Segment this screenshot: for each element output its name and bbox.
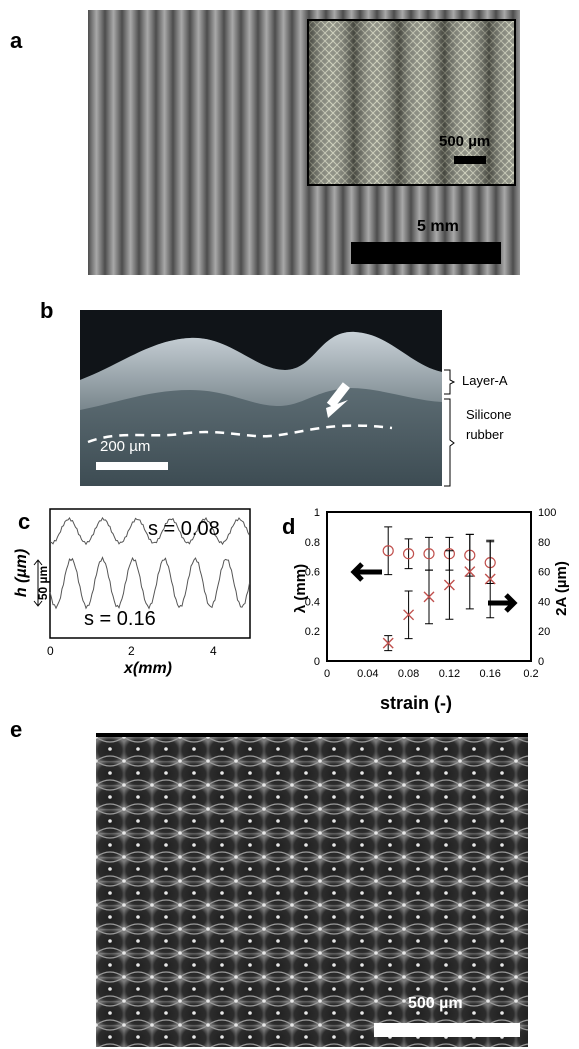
panel-label-e: e xyxy=(10,717,23,742)
inset-scale-bar xyxy=(454,156,486,164)
panel-label-d: d xyxy=(282,514,296,539)
x-tick-label: 0.12 xyxy=(439,668,460,680)
height-profile-s008 xyxy=(49,516,250,546)
x-tick-label: 0 xyxy=(324,668,330,680)
data-point-amplitude xyxy=(484,573,496,585)
panel-c-xtick-4: 4 xyxy=(210,644,217,658)
panel-e-mesh-photo: 500 µm xyxy=(96,733,528,1047)
y2-tick-label: 20 xyxy=(538,626,550,638)
panel-a-scale-label: 5 mm xyxy=(417,218,459,235)
data-point-amplitude xyxy=(423,591,435,603)
data-point-lambda xyxy=(403,548,415,560)
data-point-amplitude xyxy=(403,609,415,621)
y2-tick-label: 60 xyxy=(538,567,550,579)
panel-c-ylabel: h (µm) xyxy=(13,548,31,598)
height-profile-s016 xyxy=(49,556,250,610)
panel-d-strain-chart: 0 0.04 0.08 0.12 0.16 0.200.20.40.60.81020406… xyxy=(305,507,557,680)
panel-c-xtick-0: 0 xyxy=(47,644,54,658)
chart-frame xyxy=(326,511,532,662)
left-axis-arrow-icon xyxy=(350,562,382,582)
panel-a-striped-surface-photo: 500 µm 5 mm xyxy=(88,10,520,275)
scale-arrow-icon xyxy=(33,559,43,607)
label-s-016: s = 0.16 xyxy=(84,608,156,630)
y2-tick-label: 40 xyxy=(538,596,550,608)
panel-label-a: a xyxy=(10,28,23,53)
panel-d-ylabel-left: λ (mm) xyxy=(292,563,310,614)
panel-c-xlabel: x(mm) xyxy=(124,660,173,677)
panel-d-xlabel: strain (-) xyxy=(380,693,452,713)
data-point-amplitude xyxy=(464,566,476,578)
right-axis-arrow-icon xyxy=(488,593,518,613)
x-tick-label: 0.04 xyxy=(357,668,378,680)
data-point-amplitude xyxy=(443,579,455,591)
x-tick-label: 0.2 xyxy=(523,668,538,680)
panel-a-inset-photo: 500 µm xyxy=(307,19,516,186)
y2-tick-label: 100 xyxy=(538,507,556,519)
arrow-icon xyxy=(326,400,348,418)
panel-c-xtick-2: 2 xyxy=(128,644,135,658)
panel-a-scale-bar xyxy=(351,242,501,264)
panel-b-cross-section-photo: 200 µm xyxy=(80,310,442,486)
y-tick-label: 0.4 xyxy=(305,596,320,608)
silicone-rubber-label: Silicone rubber xyxy=(466,407,512,442)
panel-d-ylabel-right: 2A (µm) xyxy=(552,561,570,616)
panel-b-scale-bar xyxy=(96,462,168,470)
data-point-amplitude xyxy=(382,637,394,649)
error-bar xyxy=(404,538,413,570)
y-tick-label: 1 xyxy=(314,507,320,519)
data-point-lambda xyxy=(382,545,394,557)
panel-c-profile-plot xyxy=(33,508,251,639)
layer-a-label: Layer-A xyxy=(462,373,508,388)
panel-label-c: c xyxy=(18,509,31,534)
x-tick-label: 0.16 xyxy=(479,668,500,680)
error-bar xyxy=(384,526,393,576)
panel-b-layer-braces xyxy=(444,369,456,487)
y-tick-label: 0.2 xyxy=(305,626,320,638)
panel-e-scale-bar xyxy=(374,1023,520,1037)
inset-scale-label: 500 µm xyxy=(439,133,491,150)
panel-e-scale-label: 500 µm xyxy=(408,995,463,1012)
label-s-008: s = 0.08 xyxy=(148,518,220,540)
x-tick-label: 0.08 xyxy=(398,668,419,680)
y-tick-label: 0.6 xyxy=(305,567,320,579)
plot-frame xyxy=(49,508,251,639)
data-point-lambda xyxy=(423,548,435,560)
panel-b-scale-label: 200 µm xyxy=(100,438,151,455)
panel-label-b: b xyxy=(40,298,54,323)
y-tick-label: 0 xyxy=(314,656,320,668)
error-bar xyxy=(425,536,433,571)
layer-boundary-dashed-line xyxy=(87,424,393,444)
y2-tick-label: 80 xyxy=(538,537,550,549)
y2-tick-label: 0 xyxy=(538,656,544,668)
y-tick-label: 0.8 xyxy=(305,537,320,549)
panel-c-scale-label: 50 µm xyxy=(36,565,51,601)
